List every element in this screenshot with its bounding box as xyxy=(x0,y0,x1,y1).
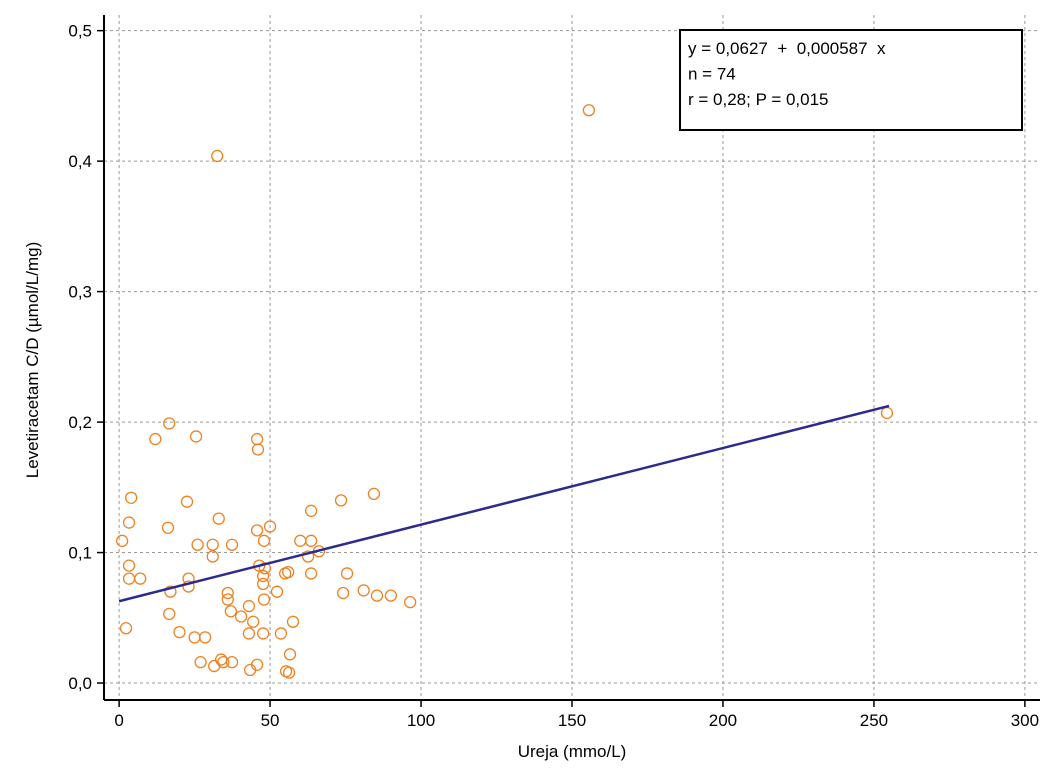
data-point xyxy=(304,567,318,580)
data-point xyxy=(357,584,370,597)
data-point xyxy=(122,516,136,529)
data-point xyxy=(282,565,295,579)
data-point xyxy=(257,593,271,606)
data-point xyxy=(256,627,270,640)
x-tick-label: 0 xyxy=(114,711,123,730)
data-point xyxy=(242,627,256,640)
data-point xyxy=(206,550,219,563)
data-point xyxy=(880,406,894,420)
data-point xyxy=(286,615,300,628)
data-point xyxy=(257,534,271,547)
data-point xyxy=(340,567,354,580)
data-point xyxy=(115,534,129,547)
data-point xyxy=(384,589,397,602)
data-point xyxy=(212,512,225,525)
data-point xyxy=(582,104,596,117)
data-point xyxy=(250,432,264,446)
data-point xyxy=(161,521,175,534)
annotation-text: n = 74 xyxy=(688,65,736,84)
y-axis-label: Levetiracetam C/D (µmol/L/mg) xyxy=(23,242,42,479)
data-point xyxy=(294,534,307,547)
annotation-text: r = 0,28; P = 0,015 xyxy=(688,90,829,109)
data-point xyxy=(258,562,272,575)
data-point xyxy=(215,653,228,666)
data-point xyxy=(263,520,277,533)
data-point xyxy=(224,605,237,618)
x-tick-label: 150 xyxy=(558,711,586,730)
data-point xyxy=(370,589,384,602)
data-point xyxy=(180,495,194,508)
y-tick-label: 0,1 xyxy=(68,544,92,563)
data-point xyxy=(217,656,230,669)
data-point xyxy=(164,585,177,598)
data-point xyxy=(189,430,203,443)
annotation-text: y = 0,0627 + 0,000587 x xyxy=(688,39,886,58)
data-point xyxy=(211,149,224,163)
data-point xyxy=(221,586,234,600)
x-tick-label: 100 xyxy=(407,711,435,730)
data-point xyxy=(282,666,296,679)
data-point xyxy=(191,538,204,551)
data-point xyxy=(304,534,318,547)
data-point xyxy=(149,432,162,446)
data-point xyxy=(198,631,212,644)
x-tick-label: 50 xyxy=(261,711,280,730)
data-point xyxy=(134,572,147,585)
data-point xyxy=(256,577,270,591)
data-point xyxy=(194,656,207,669)
data-point xyxy=(367,487,381,500)
data-point xyxy=(253,559,266,572)
data-point xyxy=(122,559,136,572)
data-point xyxy=(301,550,315,563)
y-tick-label: 0,4 xyxy=(68,152,92,171)
x-tick-label: 300 xyxy=(1011,711,1039,730)
data-point xyxy=(336,586,350,600)
data-point xyxy=(163,417,176,430)
data-point xyxy=(404,595,417,609)
y-tick-label: 0,5 xyxy=(68,22,92,41)
data-point xyxy=(234,610,248,623)
data-point xyxy=(163,607,176,621)
data-point xyxy=(225,538,239,551)
data-point xyxy=(125,491,138,504)
data-point xyxy=(173,626,186,639)
data-point xyxy=(122,572,136,585)
x-tick-label: 250 xyxy=(860,711,888,730)
data-point xyxy=(251,443,265,456)
data-point xyxy=(274,627,288,640)
data-point xyxy=(250,658,264,671)
data-point xyxy=(206,538,219,551)
data-point xyxy=(334,494,348,507)
data-point xyxy=(304,504,318,517)
x-tick-label: 200 xyxy=(709,711,737,730)
data-point xyxy=(283,648,297,661)
data-point xyxy=(242,599,256,613)
data-point xyxy=(270,585,284,598)
data-point xyxy=(256,569,270,583)
data-point xyxy=(221,593,234,606)
y-tick-label: 0,0 xyxy=(68,674,92,693)
data-point xyxy=(182,580,195,593)
y-tick-label: 0,3 xyxy=(68,283,92,302)
regression-line xyxy=(118,404,890,603)
data-point xyxy=(247,615,260,628)
data-point xyxy=(250,524,264,537)
x-axis-label: Ureja (mmo/L) xyxy=(518,742,627,761)
data-point xyxy=(119,622,133,635)
annotation-box xyxy=(679,29,1023,131)
y-tick-label: 0,2 xyxy=(68,413,92,432)
data-point xyxy=(188,631,201,644)
